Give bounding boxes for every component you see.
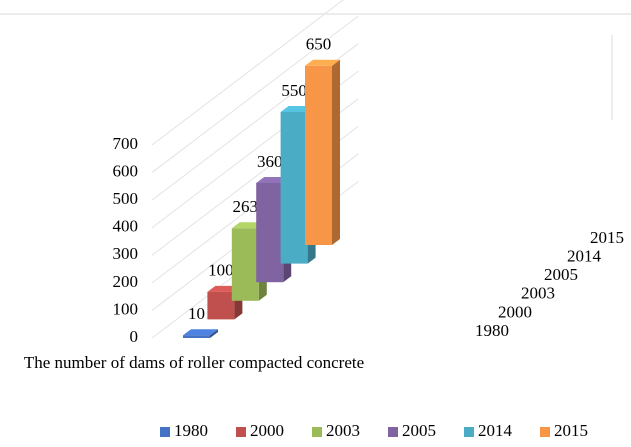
legend-swatch — [236, 427, 246, 437]
value-label: 650 — [306, 35, 332, 54]
bar-front — [231, 228, 259, 301]
bar-front — [183, 335, 210, 338]
bar-front — [305, 65, 332, 246]
depth-tick-label: 2000 — [498, 302, 532, 321]
legend-label: 2014 — [478, 421, 513, 440]
bar-front — [280, 111, 308, 264]
legend-swatch — [160, 427, 170, 437]
legend-swatch — [540, 427, 550, 437]
legend-swatch — [312, 427, 322, 437]
value-label: 10 — [188, 304, 205, 323]
bar-side — [210, 329, 218, 338]
value-label: 100 — [208, 261, 234, 280]
grid-line — [151, 0, 344, 146]
legend-label: 2003 — [326, 421, 360, 440]
depth-tick-label: 1980 — [475, 321, 509, 340]
value-label: 360 — [257, 152, 283, 171]
grid-line — [151, 15, 359, 173]
bar-front — [207, 291, 235, 320]
depth-tick-label: 2014 — [567, 247, 602, 266]
legend-label: 2015 — [554, 421, 588, 440]
bar-front — [256, 182, 284, 283]
depth-tick-label: 2015 — [590, 228, 624, 247]
y-tick-label: 600 — [113, 161, 139, 180]
y-tick-label: 500 — [113, 189, 139, 208]
bar-side — [332, 59, 340, 246]
legend-swatch — [388, 427, 398, 437]
y-tick-label: 400 — [113, 217, 139, 236]
bar — [183, 329, 218, 338]
y-tick-label: 0 — [130, 327, 139, 346]
category-label: The number of dams of roller compacted c… — [23, 353, 365, 372]
y-tick-label: 700 — [113, 134, 139, 153]
bar — [305, 59, 340, 246]
y-tick-label: 200 — [113, 272, 139, 291]
value-label: 263 — [233, 197, 259, 216]
y-tick-label: 100 — [113, 299, 139, 318]
legend-label: 1980 — [174, 421, 208, 440]
legend-swatch — [464, 427, 474, 437]
depth-tick-label: 2003 — [521, 284, 555, 303]
value-label: 550 — [281, 81, 307, 100]
legend-label: 2000 — [250, 421, 284, 440]
bar-top — [305, 59, 340, 66]
legend-label: 2005 — [402, 421, 436, 440]
bar-top — [183, 329, 218, 336]
y-tick-label: 300 — [113, 244, 139, 263]
depth-tick-label: 2005 — [544, 265, 578, 284]
